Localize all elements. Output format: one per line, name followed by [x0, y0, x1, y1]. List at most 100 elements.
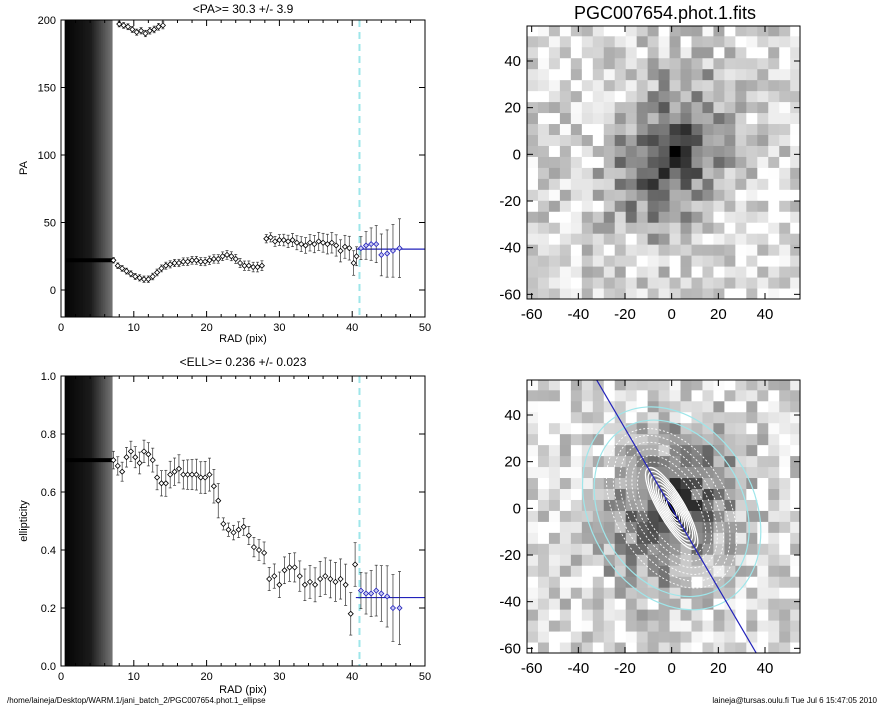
- image-pixel: [779, 433, 791, 446]
- image-pixel: [680, 543, 692, 555]
- image-pixel: [702, 178, 714, 190]
- image-pixel: [570, 433, 583, 446]
- image-pixel: [647, 277, 660, 289]
- image-pixel: [603, 620, 616, 632]
- image-pixel: [746, 57, 758, 70]
- image-pixel: [702, 266, 714, 278]
- image-pixel: [658, 266, 671, 278]
- image-pixel: [527, 244, 539, 256]
- data-point: [258, 262, 265, 269]
- image-pixel: [636, 587, 649, 599]
- image-pixel: [680, 46, 692, 59]
- image-pixel: [647, 244, 660, 256]
- data-point: [346, 245, 353, 252]
- image-pixel: [724, 26, 736, 37]
- image-pixel: [636, 79, 649, 92]
- image-pixel: [658, 123, 671, 135]
- data-point: [347, 610, 354, 617]
- image-pixel: [625, 167, 638, 179]
- image-pixel: [537, 200, 550, 212]
- image-pixel: [548, 26, 561, 37]
- image-pixel: [790, 587, 800, 599]
- x-tick-label: 50: [419, 671, 431, 683]
- image-pixel: [614, 156, 627, 168]
- image-pixel: [537, 587, 550, 599]
- image-pixel: [537, 156, 550, 168]
- image-pixel: [713, 642, 725, 653]
- data-point: [215, 255, 222, 263]
- image-pixel: [702, 79, 714, 92]
- data-point: [123, 268, 130, 275]
- image-pixel: [790, 433, 800, 446]
- image-pixel: [614, 57, 627, 70]
- image-pixel: [779, 145, 791, 157]
- data-point: [384, 593, 391, 600]
- image-pixel: [746, 411, 758, 424]
- image-pixel: [559, 79, 572, 92]
- image-pixel: [735, 134, 747, 146]
- image-pixel: [768, 90, 780, 103]
- image-pixel: [746, 277, 758, 289]
- image-pixel: [603, 477, 616, 489]
- image-pixel: [779, 565, 791, 577]
- image-pixel: [548, 233, 561, 245]
- image-pixel: [746, 499, 758, 511]
- data-point: [159, 22, 166, 29]
- data-point: [202, 258, 209, 265]
- image-pixel: [603, 35, 616, 48]
- image-pixel: [581, 609, 594, 621]
- image-pixel: [768, 411, 780, 424]
- image-pixel: [713, 380, 725, 391]
- data-point: [362, 242, 370, 249]
- image-pixel: [592, 598, 605, 610]
- image-pixel: [603, 389, 616, 402]
- image-pixel: [779, 101, 791, 114]
- image-pixel: [790, 422, 800, 435]
- image-pixel: [691, 587, 703, 599]
- image-pixel: [669, 631, 682, 643]
- image-pixel: [625, 90, 638, 103]
- image-pixel: [779, 510, 791, 522]
- image-pixel: [680, 380, 692, 391]
- image-pixel: [768, 389, 780, 402]
- shade-stripe: [84, 20, 88, 317]
- image-pixel: [636, 277, 649, 289]
- image-pixel: [603, 532, 616, 544]
- image-pixel: [702, 123, 714, 135]
- image-pixel: [746, 255, 758, 267]
- data-point: [215, 497, 222, 504]
- image-pixel: [680, 554, 692, 566]
- image-pixel: [592, 200, 605, 212]
- image-pixel: [757, 145, 769, 157]
- image-pixel: [592, 488, 605, 500]
- image-pixel: [592, 477, 605, 489]
- y-tick-label: 50: [44, 218, 56, 230]
- image-pixel: [625, 46, 638, 59]
- data-point: [276, 581, 283, 588]
- image-pixel: [669, 477, 682, 489]
- image-pixel: [548, 277, 561, 289]
- image-pixel: [702, 609, 714, 621]
- image-pixel: [669, 389, 682, 402]
- image-pixel: [570, 598, 583, 610]
- image-pixel: [603, 222, 616, 234]
- image-pixel: [691, 35, 703, 48]
- image-pixel: [625, 266, 638, 278]
- x-tick-label: 20: [200, 671, 212, 683]
- image-pixel: [779, 488, 791, 500]
- image-pixel: [592, 90, 605, 103]
- image-pixel: [669, 68, 682, 81]
- image-pixel: [768, 167, 780, 179]
- image-pixel: [768, 277, 780, 289]
- image-pixel: [790, 565, 800, 577]
- image-pixel: [757, 587, 769, 599]
- image-pixel: [768, 400, 780, 413]
- image-pixel: [592, 411, 605, 424]
- y-tick-label: 1.0: [41, 371, 56, 383]
- image-pixel: [735, 543, 747, 555]
- image-pixel: [548, 389, 561, 402]
- image-pixel: [647, 532, 660, 544]
- image-pixel: [691, 178, 703, 190]
- data-point: [210, 255, 217, 263]
- image-pixel: [669, 565, 682, 577]
